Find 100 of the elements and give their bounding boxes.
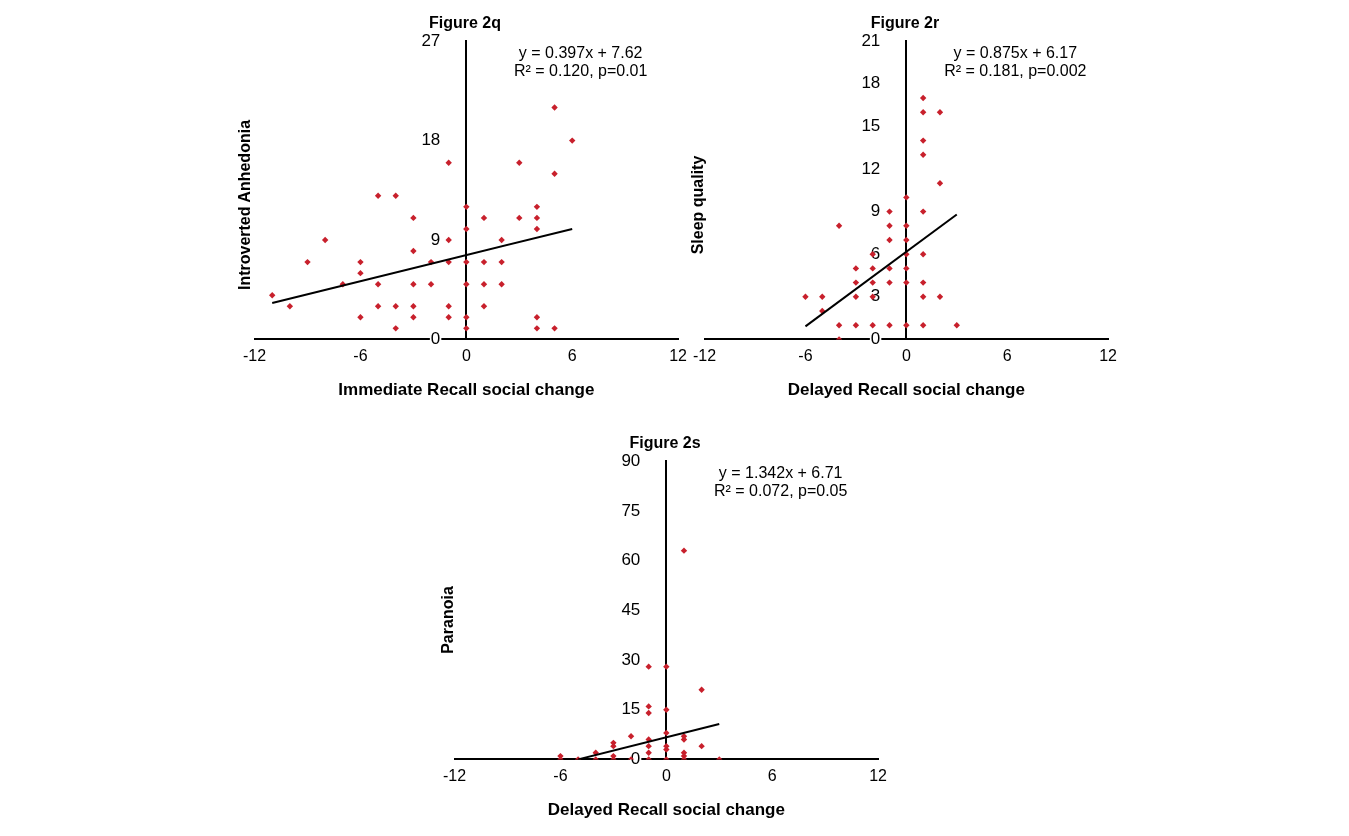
- point: [852, 265, 860, 272]
- point: [886, 208, 893, 215]
- y-tick-label: 9: [430, 229, 441, 249]
- x-tick-label: -12: [243, 347, 267, 365]
- y-tick-label: 75: [621, 500, 641, 520]
- point: [903, 322, 910, 329]
- point: [480, 280, 488, 288]
- point: [886, 222, 893, 229]
- point: [886, 236, 893, 244]
- chart-title: Figure 2r: [870, 14, 940, 32]
- y-tick-label: 60: [621, 550, 641, 570]
- point: [410, 303, 417, 310]
- point: [551, 170, 558, 177]
- point: [357, 269, 364, 277]
- point: [886, 322, 893, 329]
- x-tick-label: 12: [1099, 347, 1118, 365]
- point: [919, 94, 927, 102]
- x-tick-label: -12: [443, 767, 467, 785]
- point: [919, 251, 927, 258]
- y-axis-title: Sleep quality: [688, 155, 707, 255]
- point: [480, 303, 488, 310]
- x-axis-title: Immediate Recall social change: [338, 380, 595, 400]
- y-tick-label: 30: [621, 649, 641, 669]
- y-tick-label: 90: [621, 450, 641, 470]
- annotation: y = 0.397x + 7.62: [518, 43, 643, 61]
- point: [374, 192, 382, 200]
- y-tick-label: 15: [621, 699, 641, 719]
- point: [680, 547, 688, 554]
- x-tick-label: 0: [461, 347, 471, 365]
- point: [551, 104, 558, 111]
- y-tick-label: 15: [861, 116, 881, 136]
- point: [936, 293, 944, 300]
- point: [498, 258, 505, 266]
- point: [869, 279, 876, 286]
- point: [445, 314, 452, 321]
- y-tick-label: 0: [630, 749, 641, 769]
- point: [374, 280, 382, 288]
- point: [645, 742, 652, 750]
- point: [919, 109, 927, 116]
- point: [645, 749, 652, 756]
- point: [663, 663, 670, 670]
- point: [445, 303, 452, 310]
- point: [463, 258, 470, 266]
- point: [627, 733, 635, 740]
- point: [392, 192, 399, 200]
- point: [919, 279, 927, 286]
- x-axis-title: Delayed Recall social change: [787, 380, 1025, 400]
- point: [498, 280, 505, 288]
- point: [533, 325, 541, 332]
- y-axis-title: Paranoia: [438, 586, 457, 654]
- point: [819, 293, 826, 300]
- point: [886, 265, 893, 272]
- y-tick-label: 9: [870, 201, 881, 221]
- chart-title: Figure 2s: [629, 434, 701, 452]
- point: [698, 686, 705, 694]
- point: [445, 236, 452, 244]
- point: [533, 203, 541, 211]
- chart-title: Figure 2q: [428, 14, 502, 32]
- y-tick-label: 0: [870, 329, 881, 349]
- point: [903, 279, 910, 286]
- point: [410, 214, 417, 222]
- annotation: y = 0.875x + 6.17: [953, 43, 1078, 61]
- point: [835, 322, 843, 329]
- point: [936, 180, 944, 187]
- point: [852, 279, 860, 286]
- point: [869, 322, 876, 329]
- point: [480, 214, 488, 222]
- point: [663, 706, 670, 713]
- annotation: R² = 0.072, p=0.05: [713, 481, 848, 499]
- point: [645, 709, 652, 717]
- point: [321, 236, 329, 244]
- x-tick-label: -12: [693, 347, 717, 365]
- point: [919, 208, 927, 215]
- point: [663, 746, 670, 753]
- annotation: y = 1.342x + 6.71: [718, 463, 843, 481]
- x-tick-label: 6: [1002, 347, 1012, 365]
- annotation: R² = 0.181, p=0.002: [944, 61, 1087, 79]
- point: [852, 322, 860, 329]
- point: [645, 663, 652, 670]
- point: [427, 280, 435, 288]
- y-tick-label: 3: [870, 286, 881, 306]
- point: [269, 292, 276, 299]
- x-tick-label: -6: [353, 347, 368, 365]
- point: [286, 303, 294, 310]
- point: [551, 325, 558, 332]
- y-tick-label: 45: [621, 599, 641, 619]
- x-axis-title: Delayed Recall social change: [547, 800, 785, 820]
- annotation: R² = 0.120, p=0.01: [513, 61, 648, 79]
- point: [410, 280, 417, 288]
- point: [919, 151, 927, 158]
- x-tick-label: 0: [901, 347, 911, 365]
- point: [919, 293, 927, 300]
- point: [852, 293, 860, 300]
- point: [533, 314, 541, 321]
- point: [463, 325, 470, 332]
- point: [463, 314, 470, 321]
- x-tick-label: 12: [669, 347, 688, 365]
- point: [516, 159, 523, 166]
- point: [533, 225, 541, 233]
- y-tick-label: 21: [861, 30, 881, 50]
